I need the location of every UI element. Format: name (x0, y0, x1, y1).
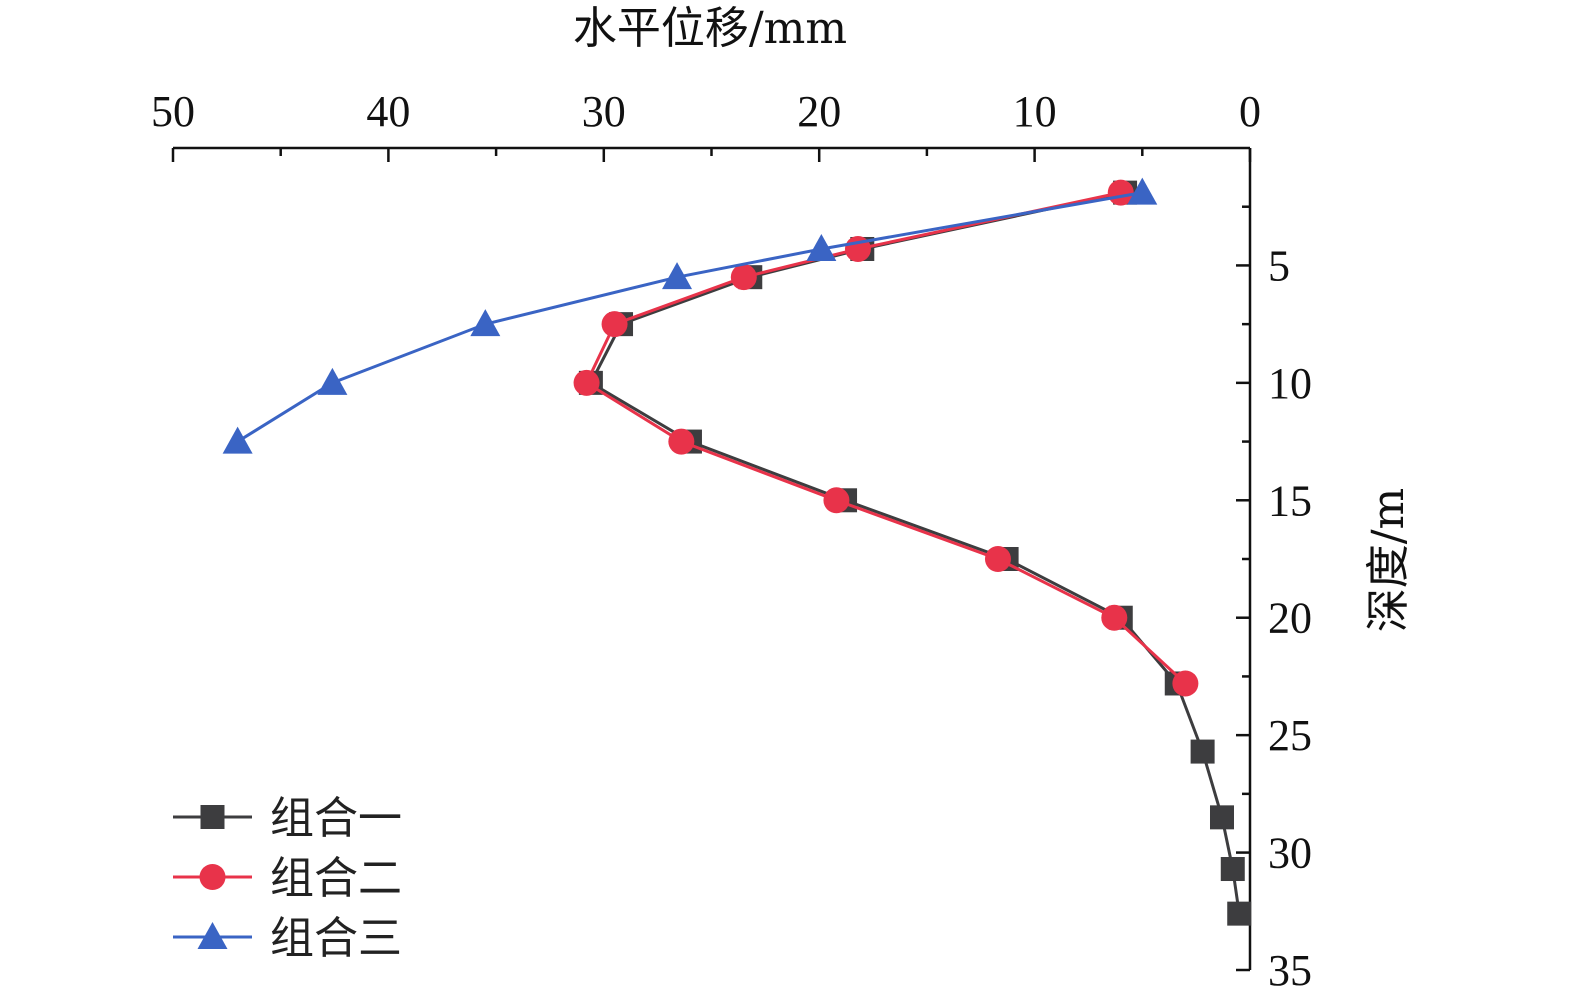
legend-label: 组合一 (270, 793, 402, 844)
x-tick-label: 40 (366, 87, 410, 136)
y-axis-title: 深度/m (1363, 488, 1414, 633)
legend-marker (197, 922, 228, 949)
y-tick-label: 5 (1268, 241, 1290, 290)
series-line (236, 191, 1143, 443)
series-2 (573, 179, 1199, 697)
y-tick-label: 35 (1268, 946, 1312, 995)
data-point (601, 311, 628, 338)
data-point (1190, 739, 1215, 764)
data-point (823, 487, 850, 514)
series-line (584, 191, 1187, 685)
plot-series (222, 177, 1252, 926)
data-point (1127, 177, 1158, 205)
data-point (1107, 179, 1134, 206)
y-tick-label: 25 (1268, 711, 1312, 760)
x-axis-title: 水平位移/mm (573, 3, 847, 54)
data-point (668, 428, 695, 455)
legend-item: 组合三 (173, 913, 402, 964)
x-tick-label: 20 (797, 87, 841, 136)
data-point (662, 262, 693, 290)
legend-marker (200, 805, 225, 829)
series-3 (222, 177, 1158, 454)
series-line (588, 191, 1241, 914)
data-point (984, 546, 1011, 572)
x-tick-label: 30 (582, 87, 626, 136)
data-point (1101, 604, 1128, 631)
data-point (1227, 901, 1252, 926)
legend-label: 组合二 (270, 853, 402, 904)
data-point (470, 309, 501, 337)
y-tick-label: 30 (1268, 829, 1312, 878)
data-point (317, 367, 348, 395)
data-point (730, 264, 757, 291)
data-point (573, 369, 600, 396)
data-point (1220, 857, 1245, 882)
data-point (806, 233, 837, 261)
data-point (222, 426, 253, 454)
legend-item: 组合一 (173, 793, 402, 844)
x-tick-label: 0 (1239, 87, 1261, 136)
legend-label: 组合三 (270, 913, 402, 964)
y-tick-label: 10 (1268, 359, 1312, 408)
data-point (1172, 670, 1199, 697)
y-tick-label: 15 (1268, 476, 1312, 525)
x-tick-label: 10 (1013, 87, 1057, 136)
data-point (1209, 805, 1234, 830)
axes: 50 40 30 20 10 0 5 10 15 20 25 30 35 (151, 87, 1312, 995)
legend-marker (199, 864, 226, 890)
series-1 (578, 180, 1252, 926)
x-tick-label: 50 (151, 87, 195, 136)
legend-item: 组合二 (173, 853, 402, 904)
y-tick-label: 20 (1268, 594, 1312, 643)
